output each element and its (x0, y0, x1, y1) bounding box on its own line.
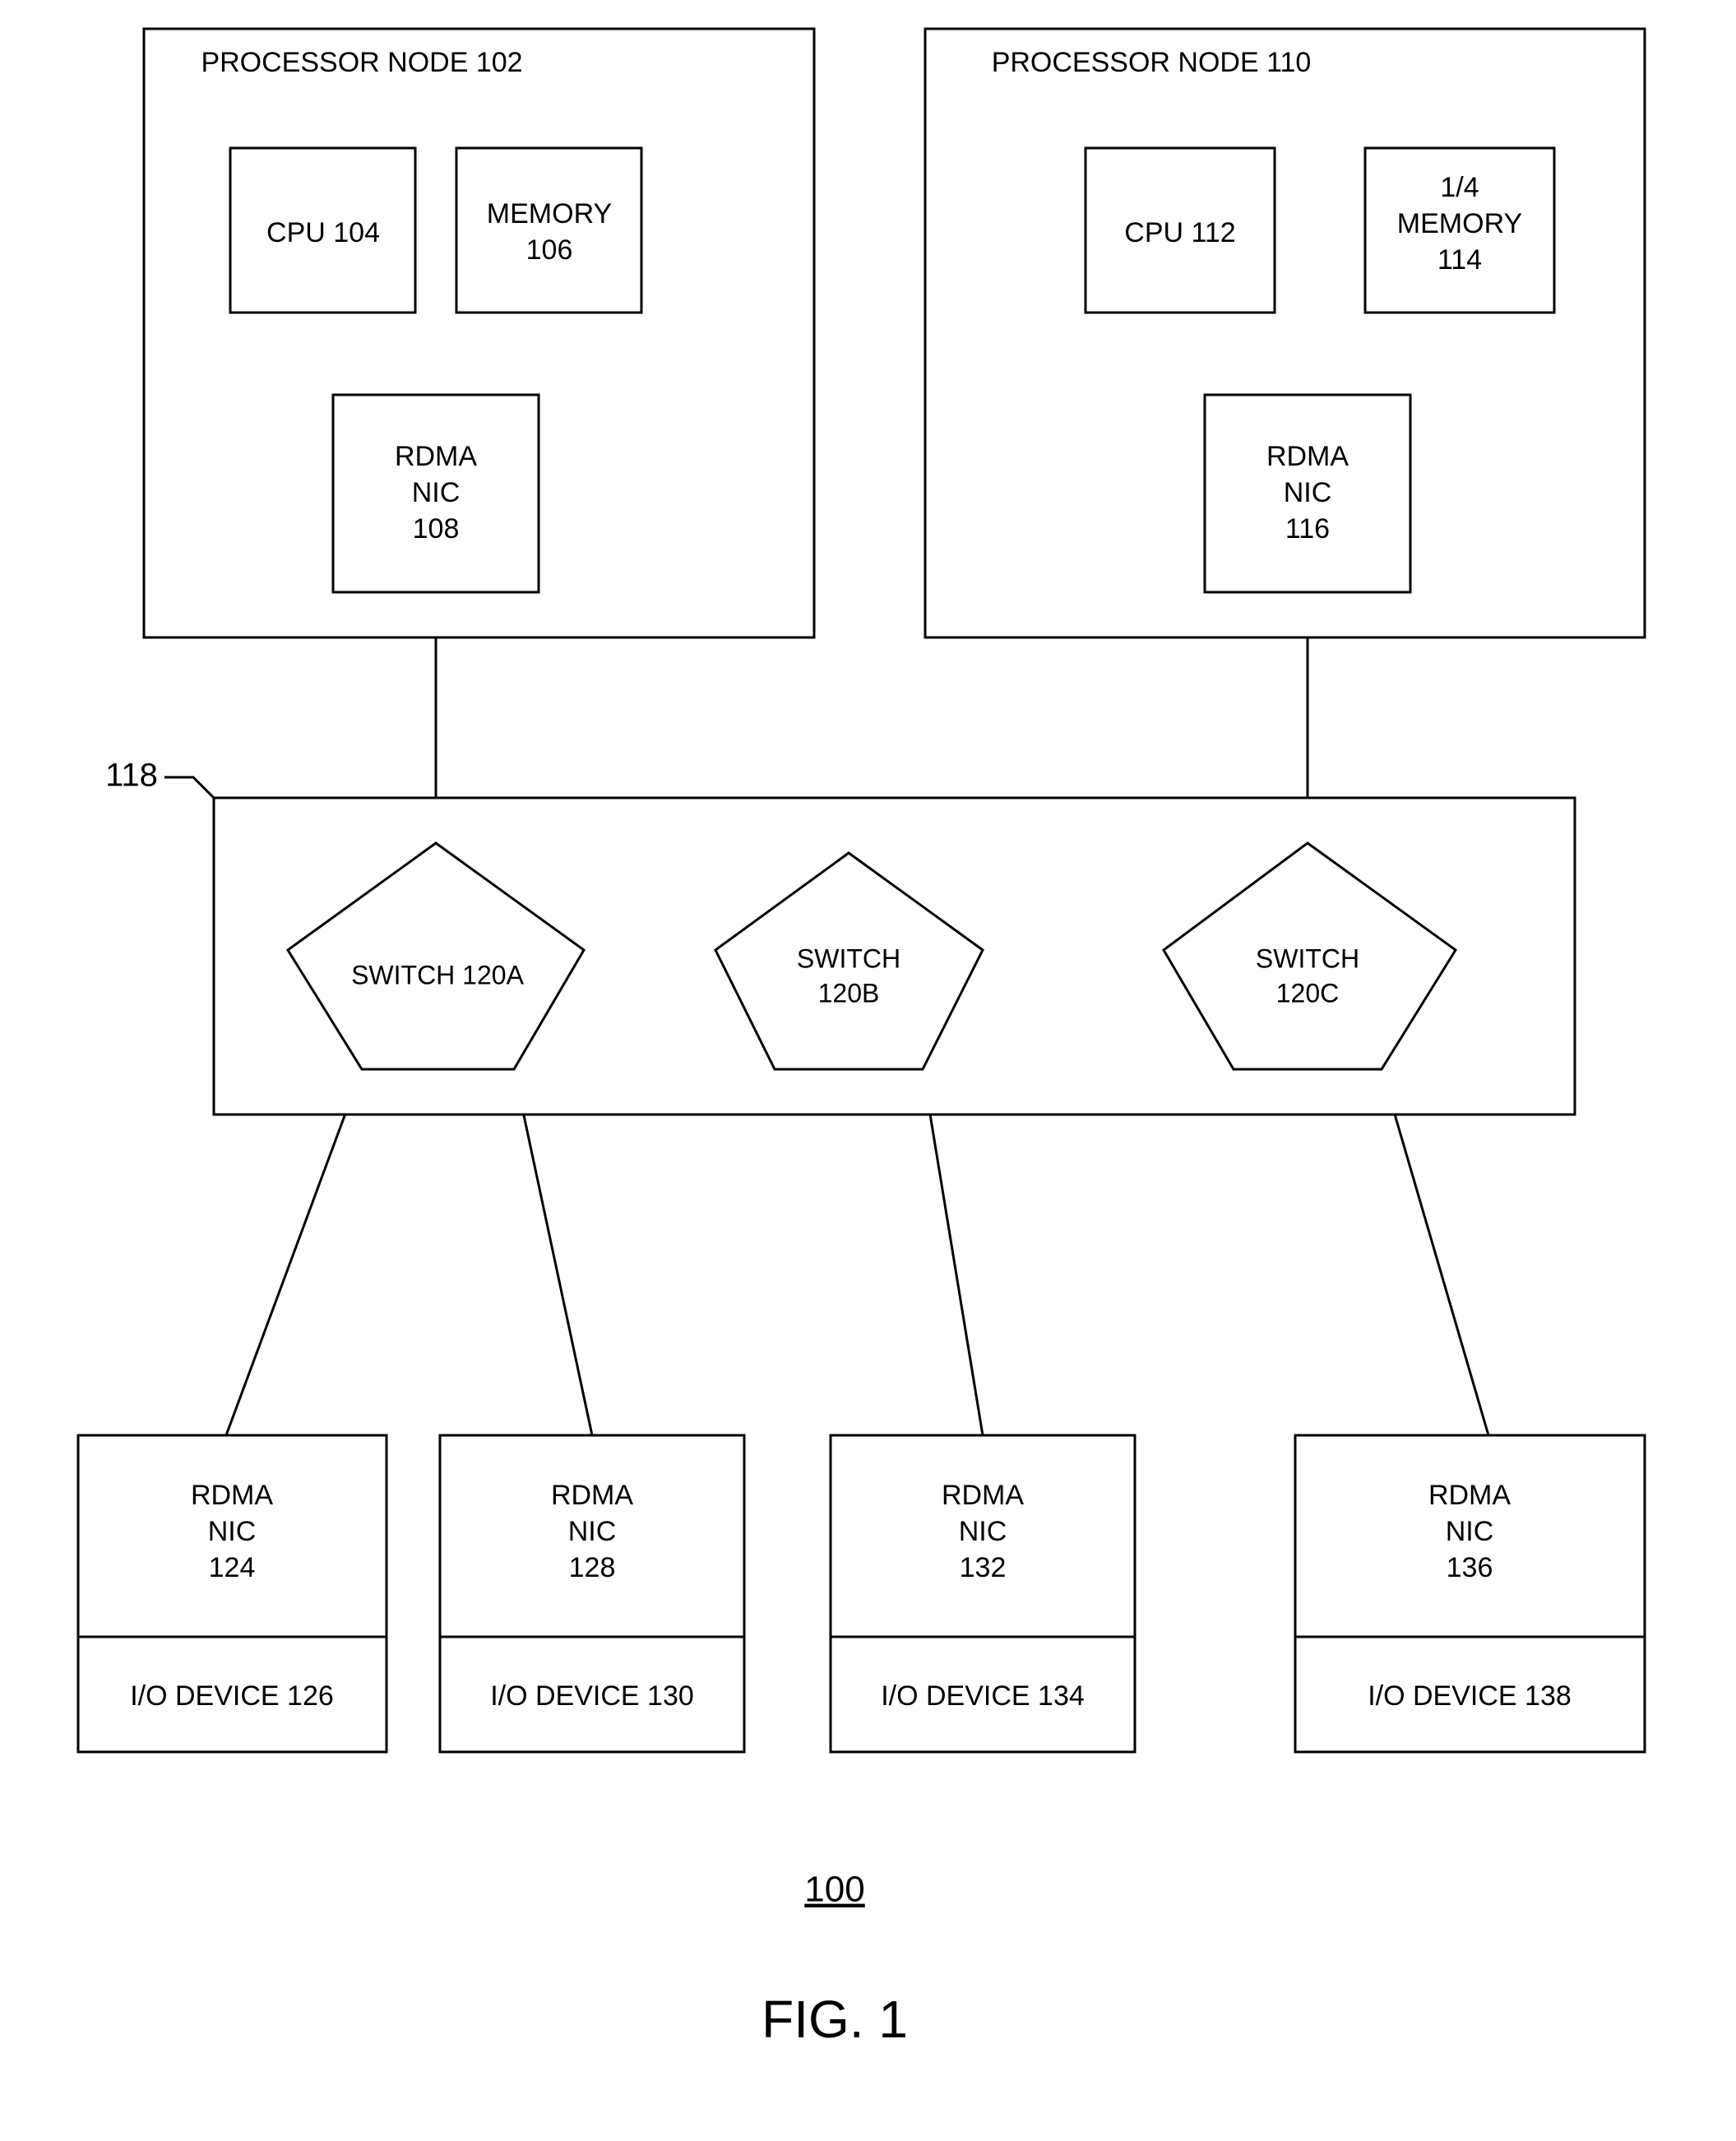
memory-114-l2: 114 (1437, 244, 1482, 276)
rdma-nic-124-l2: NIC (208, 1516, 257, 1547)
rdma-nic-132-l1: RDMA (942, 1480, 1024, 1511)
fabric-label-118: 118 (105, 758, 158, 794)
figure-label: FIG. 1 (762, 1990, 908, 2049)
rdma-nic-132-l3: 132 (960, 1552, 1007, 1583)
rdma-nic-108-l3: 108 (413, 513, 460, 545)
rdma-nic-108-l2: NIC (412, 477, 461, 508)
cpu-104-label: CPU 104 (266, 217, 380, 248)
cpu-112-label: CPU 112 (1124, 217, 1235, 248)
rdma-nic-116-l1: RDMA (1266, 441, 1349, 472)
io-device-138-label: I/O DEVICE 138 (1368, 1680, 1572, 1712)
rdma-nic-128-l2: NIC (568, 1516, 617, 1547)
switch-120c-l2: 120C (1276, 978, 1340, 1008)
switch-120a-label: SWITCH 120A (351, 960, 524, 989)
io-device-130-label: I/O DEVICE 130 (490, 1680, 694, 1712)
rdma-nic-116-l3: 116 (1285, 513, 1330, 545)
switch-120c-l1: SWITCH (1256, 943, 1359, 973)
rdma-nic-136-l1: RDMA (1428, 1480, 1511, 1511)
memory-114-l1: MEMORY (1397, 208, 1522, 239)
rdma-nic-124-l1: RDMA (191, 1480, 273, 1511)
rdma-nic-136-l3: 136 (1447, 1552, 1493, 1583)
memory-106-l2: 106 (526, 234, 573, 266)
memory-114-l0: 1/4 (1440, 172, 1479, 203)
io-device-134-label: I/O DEVICE 134 (881, 1680, 1085, 1712)
system-number: 100 (804, 1870, 864, 1910)
processor-node-102-title: PROCESSOR NODE 102 (201, 47, 522, 78)
io-device-126-label: I/O DEVICE 126 (130, 1680, 334, 1712)
memory-106-l1: MEMORY (487, 198, 612, 229)
rdma-nic-128-l3: 128 (569, 1552, 616, 1583)
rdma-nic-124-l3: 124 (209, 1552, 256, 1583)
switch-120b-l2: 120B (818, 978, 880, 1008)
rdma-nic-132-l2: NIC (959, 1516, 1007, 1547)
rdma-nic-108-l1: RDMA (395, 441, 477, 472)
processor-node-110-title: PROCESSOR NODE 110 (992, 47, 1312, 78)
rdma-nic-116-l2: NIC (1284, 477, 1332, 508)
switch-120b-l1: SWITCH (797, 943, 900, 973)
memory-106-box (456, 148, 641, 313)
rdma-nic-128-l1: RDMA (551, 1480, 633, 1511)
rdma-nic-136-l2: NIC (1446, 1516, 1494, 1547)
